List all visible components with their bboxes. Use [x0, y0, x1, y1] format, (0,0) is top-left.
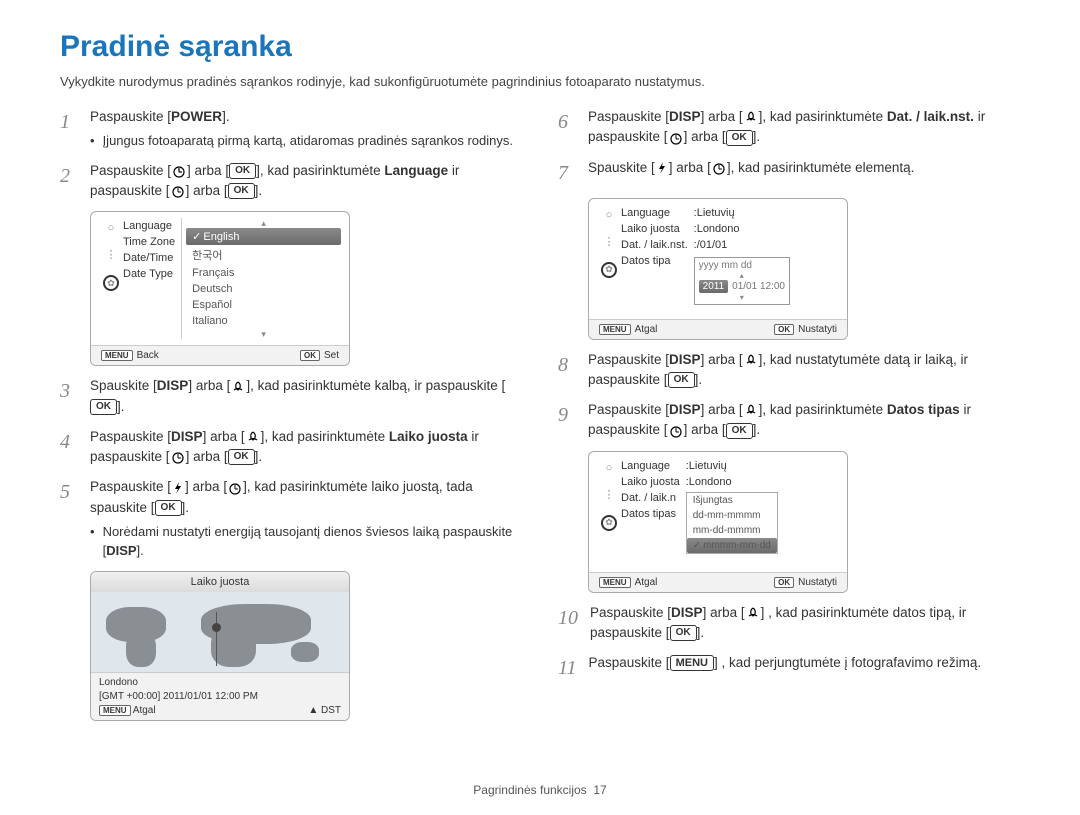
ok-key: OK [774, 577, 794, 588]
right-column: 6 Paspauskite [DISP] arba [], kad pasiri… [558, 107, 1020, 727]
camera-ui-timezone: Laiko juosta Londono [GMT +00:00] 2011/0… [90, 571, 350, 721]
flash-icon [172, 481, 184, 495]
language-options: ▴ English 한국어 Français Deutsch Español I… [181, 218, 341, 339]
flash-icon [656, 161, 668, 175]
timer-icon [228, 481, 242, 495]
menu-icon: MENU [670, 655, 714, 671]
step-9: 9 Paspauskite [DISP] arba [], kad pasiri… [558, 400, 1020, 441]
page-title: Pradinė sąranka [60, 30, 1020, 64]
ok-icon: OK [726, 423, 753, 439]
timer-icon [669, 131, 683, 145]
page-subtitle: Vykydkite nurodymus pradinės sąrankos ro… [60, 74, 1020, 89]
world-map [91, 592, 349, 672]
ok-icon: OK [155, 500, 182, 516]
macro-icon [744, 353, 758, 367]
timer-icon [171, 450, 185, 464]
camera-ui-language: ○ ⋮ ✿ Language Time Zone Date/Time Date … [90, 211, 350, 366]
dot-icon: ○ [606, 209, 613, 221]
camera-ui-datetime: ○ ⋮ ✿ Language Laiko juosta Dat. / laik.… [588, 198, 848, 340]
left-column: 1 Paspauskite [POWER]. Įjungus fotoapara… [60, 107, 522, 727]
camera-ui-datetype: ○ ⋮ ✿ Language Laiko juosta Dat. / laik.… [588, 451, 848, 593]
timer-icon [172, 164, 186, 178]
ok-icon: OK [670, 625, 697, 641]
date-editor[interactable]: yyyy mm dd ▴ 2011 01/01 12:00 ▾ [694, 257, 790, 305]
step-1: 1 Paspauskite [POWER]. Įjungus fotoapara… [60, 107, 522, 151]
gear-icon: ✿ [601, 262, 617, 278]
vdots-icon: ⋮ [604, 488, 615, 501]
dot-icon: ○ [108, 222, 115, 234]
menu-key: MENU [599, 324, 631, 335]
ok-icon: OK [229, 163, 256, 179]
macro-icon [744, 403, 758, 417]
menu-key: MENU [99, 705, 131, 716]
menu-key: MENU [599, 577, 631, 588]
ok-icon: OK [726, 130, 753, 146]
option-selected[interactable]: mmmm-mm-dd [687, 538, 777, 553]
dot-icon: ○ [606, 462, 613, 474]
step-8: 8 Paspauskite [DISP] arba [], kad nustat… [558, 350, 1020, 391]
option-selected[interactable]: English [186, 228, 341, 245]
gear-icon: ✿ [601, 515, 617, 531]
step-4: 4 Paspauskite [DISP] arba [], kad pasiri… [60, 427, 522, 468]
macro-icon [746, 606, 760, 620]
ok-key: OK [774, 324, 794, 335]
step-5: 5 Paspauskite [] arba [], kad pasirinktu… [60, 477, 522, 561]
timer-icon [669, 424, 683, 438]
vdots-icon: ⋮ [604, 235, 615, 248]
step-6: 6 Paspauskite [DISP] arba [], kad pasiri… [558, 107, 1020, 148]
page-footer: Pagrindinės funkcijos 17 [0, 783, 1080, 797]
step-7: 7 Spauskite [] arba [], kad pasirinktumė… [558, 158, 1020, 188]
step-2: 2 Paspauskite [] arba [OK], kad pasirink… [60, 161, 522, 202]
macro-icon [744, 110, 758, 124]
gear-icon: ✿ [103, 275, 119, 291]
timer-icon [712, 161, 726, 175]
timer-icon [171, 184, 185, 198]
ok-icon: OK [90, 399, 117, 415]
vdots-icon: ⋮ [106, 248, 117, 261]
ok-key: OK [300, 350, 320, 361]
ok-icon: OK [668, 372, 695, 388]
macro-icon [246, 430, 260, 444]
menu-key: MENU [101, 350, 133, 361]
ok-icon: OK [228, 449, 255, 465]
datetype-dropdown[interactable]: Išjungtas dd-mm-mmmm mm-dd-mmmm mmmm-mm-… [686, 492, 778, 554]
step-3: 3 Spauskite [DISP] arba [], kad pasirink… [60, 376, 522, 417]
macro-icon [231, 380, 245, 394]
ok-icon: OK [228, 183, 255, 199]
step-10: 10 Paspauskite [DISP] arba [] , kad pasi… [558, 603, 1020, 644]
step-11: 11 Paspauskite [MENU] , kad perjungtumėt… [558, 653, 1020, 683]
